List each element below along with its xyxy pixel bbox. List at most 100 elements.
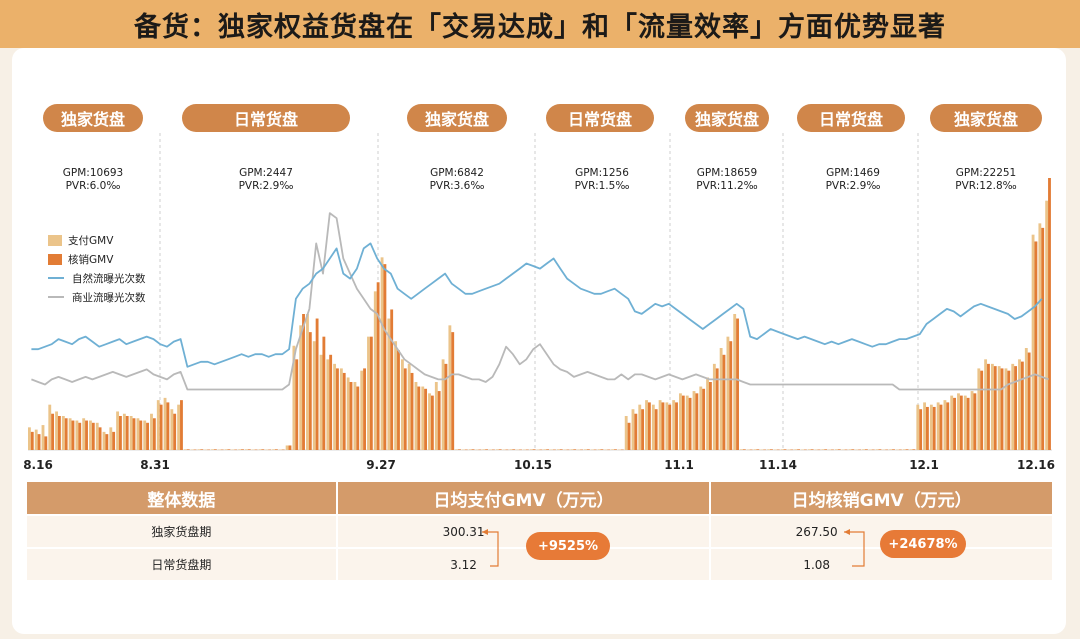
pay-gmv-bar — [34, 429, 38, 450]
pay-gmv-bar — [970, 391, 974, 450]
verify-cell: 267.50 — [711, 516, 1052, 547]
x-tick-label: 10.15 — [514, 458, 552, 472]
pay-gmv-bar — [217, 449, 221, 451]
pay-gmv-bar — [889, 449, 893, 450]
verify-gmv-bar — [641, 409, 645, 450]
verify-gmv-bar — [274, 449, 278, 450]
pay-gmv-bar — [462, 449, 465, 451]
verify-gmv-bar — [919, 409, 923, 450]
verify-gmv-bar — [193, 449, 197, 451]
verify-gmv-bar — [112, 431, 116, 450]
verify-gmv-bar — [146, 422, 149, 450]
verify-gmv-bar — [417, 386, 421, 450]
row-label: 日常货盘期 — [27, 549, 338, 580]
pay-gmv-bar — [1011, 363, 1015, 450]
verify-gmv-bar — [770, 449, 773, 450]
verify-gmv-bar — [729, 341, 733, 450]
pvr-value: PVR:1.5‰ — [574, 180, 630, 192]
verify-gmv-bar — [647, 402, 651, 450]
pay-gmv-bar — [590, 449, 594, 451]
period-stat-2: GPM:2447 PVR:2.9‰ — [211, 167, 321, 193]
pay-gmv-bar — [963, 395, 967, 450]
pay-gmv-bar — [272, 449, 275, 450]
verify-gmv-bar — [878, 449, 882, 450]
verify-gmv-bar — [71, 420, 75, 450]
pay-gmv-bar — [780, 449, 784, 450]
verify-gmv-bar — [966, 397, 970, 450]
pay-gmv-bar — [726, 336, 730, 450]
pay-gmv-bar — [706, 377, 709, 450]
gpm-value: GPM:18659 — [696, 167, 758, 179]
pay-gmv-bar — [611, 449, 615, 450]
verify-gmv-bar — [363, 368, 366, 450]
pay-gmv-bar — [801, 449, 804, 451]
verify-gmv-bar — [308, 332, 312, 450]
pay-gmv-bar — [902, 449, 906, 450]
verify-gmv-bar — [756, 449, 760, 450]
pay-gmv-bar — [570, 449, 574, 450]
verify-gmv-bar — [1027, 352, 1031, 450]
pay-gmv-bar — [55, 411, 58, 450]
pay-gmv-bar — [292, 345, 296, 450]
verify-gmv-bar — [288, 445, 292, 450]
verify-gmv-bar — [844, 449, 848, 451]
gpm-value: GPM:2447 — [239, 167, 293, 179]
pay-gmv-bar — [258, 449, 262, 450]
pay-gmv-bar — [753, 449, 757, 450]
verify-gmv-bar — [444, 363, 448, 450]
verify-gmv-bar — [953, 397, 956, 450]
verify-gmv-bar — [159, 404, 163, 450]
verify-gmv-bar — [837, 449, 841, 450]
verify-gmv-bar — [959, 395, 963, 450]
verify-gmv-bar — [227, 449, 231, 450]
pay-gmv-bar — [333, 363, 337, 450]
chart-legend: 支付GMV 核销GMV 自然流曝光次数 商业流曝光次数 — [48, 232, 146, 308]
verify-gmv-bar — [864, 449, 868, 450]
verify-gmv-bar — [546, 449, 550, 450]
verify-gmv-bar — [91, 422, 95, 450]
pay-gmv-bar — [116, 411, 120, 450]
header-bar: 备货：独家权益货盘在「交易达成」和「流量效率」方面优势显著 — [0, 0, 1080, 48]
period-stat-6: GPM:1469 PVR:2.9‰ — [798, 167, 908, 193]
pay-gmv-bar — [394, 341, 398, 450]
verify-gmv-bar — [946, 402, 950, 450]
period-stat-1: GPM:10693 PVR:6.0‰ — [38, 167, 148, 193]
verify-gmv-bar — [186, 449, 190, 450]
verify-gmv-bar — [322, 336, 326, 450]
pay-gmv-bar — [868, 449, 872, 451]
pay-gmv-bar — [712, 363, 716, 450]
pay-gmv-bar — [448, 325, 452, 450]
pay-gmv-bar — [957, 393, 960, 450]
gpm-value: GPM:10693 — [62, 167, 124, 179]
pay-gmv-bar — [48, 404, 52, 450]
pay-gmv-bar — [862, 449, 865, 450]
pay-gmv-bar — [923, 402, 927, 450]
pay-gmv-bar — [285, 445, 289, 450]
verify-gmv-bar — [64, 418, 68, 450]
verify-gmv-bar — [559, 449, 563, 450]
verify-gmv-bar — [105, 434, 109, 450]
pay-gmv-bar — [665, 402, 669, 450]
verify-value: 1.08 — [803, 557, 831, 572]
pay-gmv-bar — [28, 427, 31, 450]
pay-gmv-bar — [109, 427, 113, 450]
pay-gmv-bar — [150, 413, 153, 450]
pay-gmv-bar — [122, 413, 126, 450]
verify-gmv-bar — [553, 449, 556, 451]
pay-gmv-bar — [584, 449, 587, 450]
verify-gmv-bar — [675, 402, 678, 450]
pay-gmv-bar — [238, 449, 242, 450]
verify-gmv-bar — [634, 413, 638, 450]
verify-gmv-bar — [932, 406, 936, 450]
verify-gmv-bar — [1000, 368, 1004, 450]
pay-gmv-bar — [204, 449, 208, 451]
pay-gmv-bar — [746, 449, 750, 451]
pay-gmv-bar — [875, 449, 879, 450]
pay-gmv-bar — [129, 416, 133, 450]
pay-gmv-bar — [231, 449, 235, 451]
pay-gmv-bar — [1038, 223, 1042, 450]
verify-gmv-bar — [397, 350, 400, 450]
legend-label: 自然流曝光次数 — [72, 272, 146, 285]
verify-gmv-bar — [166, 402, 170, 450]
pay-gmv-bar — [136, 418, 140, 450]
